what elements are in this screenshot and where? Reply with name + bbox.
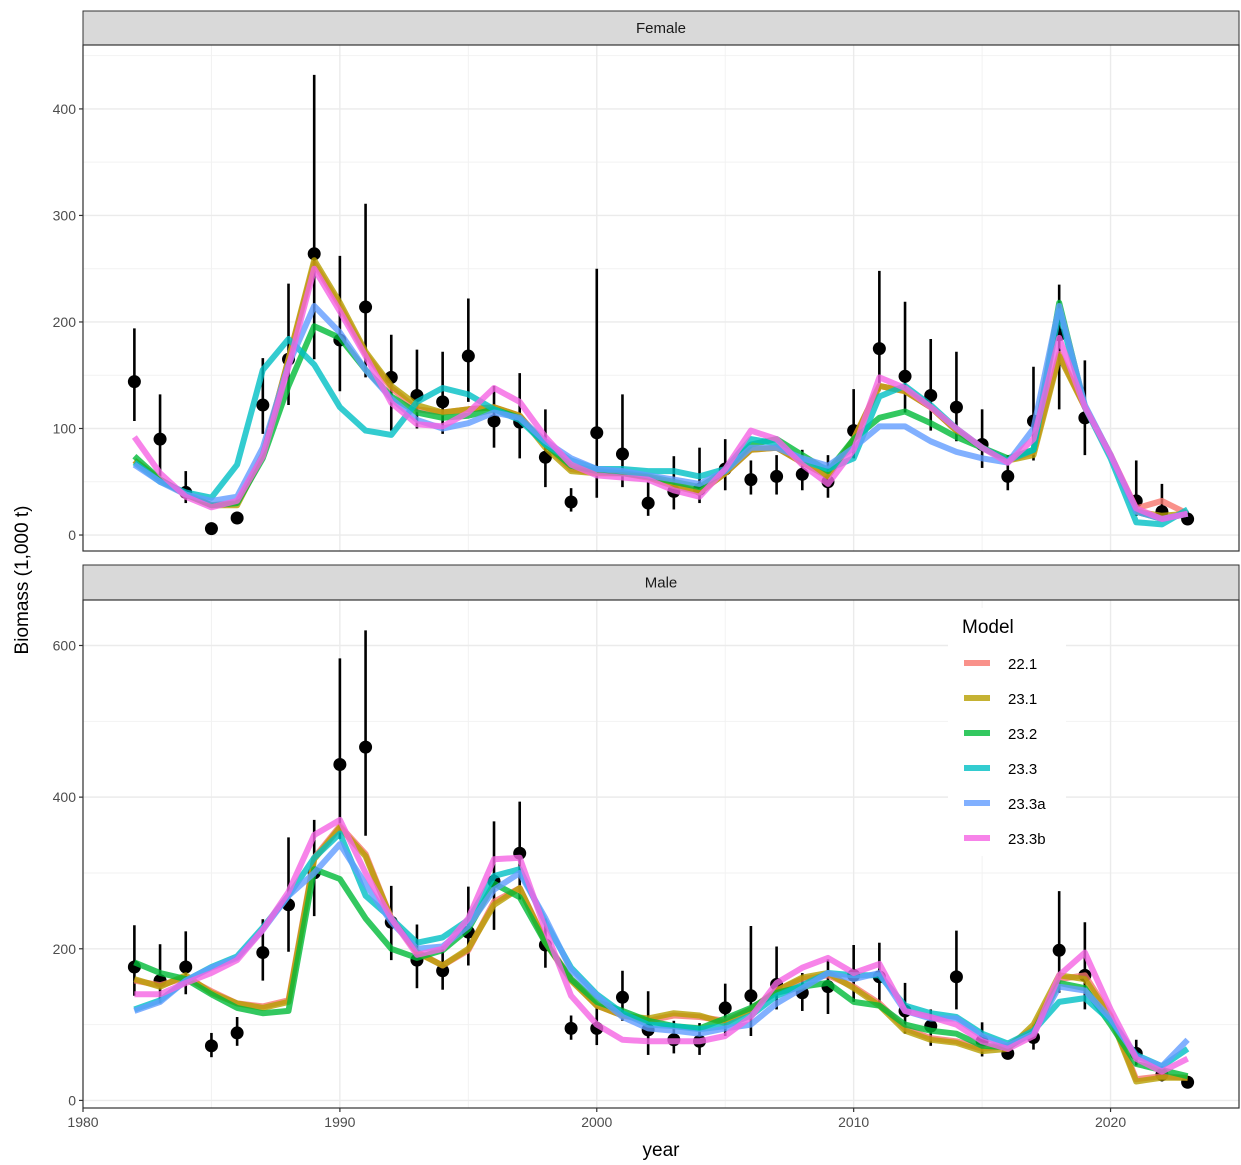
panel-strip — [82, 564, 1240, 601]
observed-point — [307, 247, 321, 261]
observed-point — [333, 758, 347, 772]
y-axis-title: Biomass (1,000 t) — [12, 506, 33, 655]
strip-label: Male — [645, 575, 678, 592]
observed-point — [230, 1026, 244, 1040]
y-tick-label: 300 — [53, 207, 77, 223]
observed-point — [461, 349, 475, 363]
legend-label: 23.2 — [1008, 726, 1037, 743]
legend-label: 22.1 — [1008, 656, 1037, 673]
panel-layer: Female 0 100 200 300 400 Male 0 200 400 600 1980 199… — [53, 10, 1240, 1130]
legend-item: 23.2 — [962, 718, 1037, 748]
x-tick-label: 2000 — [581, 1114, 612, 1130]
observed-point — [872, 342, 886, 356]
legend-label: 23.3a — [1008, 796, 1046, 813]
series-line-23-3b — [131, 265, 1189, 522]
observed-point — [770, 469, 784, 483]
legend-title: Model — [962, 617, 1014, 638]
y-tick-label: 0 — [68, 527, 76, 543]
observed-point — [487, 414, 501, 428]
x-tick-label: 2020 — [1095, 1114, 1126, 1130]
y-tick-label: 200 — [53, 941, 77, 957]
x-tick-label: 2010 — [838, 1114, 869, 1130]
x-tick-label: 1990 — [324, 1114, 355, 1130]
panel-border — [82, 44, 1240, 552]
observed-point — [590, 426, 604, 440]
legend-label: 23.3 — [1008, 761, 1037, 778]
observed-point — [641, 496, 655, 510]
observed-point — [744, 473, 758, 487]
axes-layer: year Biomass (1,000 t) — [12, 506, 680, 1161]
observed-point — [898, 369, 912, 383]
model-series — [131, 257, 1190, 528]
panel-female: Female 0 100 200 300 400 — [53, 10, 1240, 552]
observed-point — [127, 375, 141, 389]
observed-point — [949, 400, 963, 414]
y-axis: 0 200 400 600 — [53, 637, 83, 1108]
observed-point — [256, 946, 270, 960]
y-tick-label: 400 — [53, 101, 77, 117]
y-tick-label: 400 — [53, 789, 77, 805]
observed-point — [615, 447, 629, 461]
observed-point — [256, 398, 270, 412]
observed-point — [436, 964, 450, 978]
y-tick-label: 600 — [53, 637, 77, 653]
y-tick-label: 200 — [53, 314, 77, 330]
observed-point — [564, 495, 578, 509]
y-axis: 0 100 200 300 400 — [53, 101, 83, 543]
legend-label: 23.3b — [1008, 831, 1046, 848]
legend: Model 22.1 23.1 23.2 23.3 23.3a 23.3b — [948, 608, 1066, 856]
observed-point — [564, 1021, 578, 1035]
legend-item: 23.1 — [962, 683, 1037, 713]
x-axis: 1980 1990 2000 2010 2020 — [67, 1108, 1126, 1130]
observed-point — [795, 467, 809, 481]
x-tick-label: 1980 — [67, 1114, 98, 1130]
observed-point — [718, 1001, 732, 1015]
panel-strip — [82, 10, 1240, 46]
observed-point — [204, 1039, 218, 1053]
observed-point — [359, 740, 373, 754]
observed-point — [436, 395, 450, 409]
observed-point — [924, 388, 938, 402]
observed-point — [359, 300, 373, 314]
model-series — [133, 816, 1190, 1085]
observed-point — [615, 990, 629, 1004]
x-axis-title: year — [643, 1140, 681, 1161]
y-tick-label: 0 — [68, 1092, 76, 1108]
legend-item: 23.3a — [962, 788, 1046, 818]
strip-label: Female — [636, 20, 686, 37]
observed-point — [204, 522, 218, 536]
plot-background — [83, 45, 1239, 551]
y-tick-label: 100 — [53, 420, 77, 436]
observed-point — [179, 960, 193, 974]
observed-point — [230, 511, 244, 525]
observed-point — [744, 989, 758, 1003]
observed-point — [1052, 943, 1066, 957]
series-line-23-3b — [134, 816, 1189, 1075]
observed-point — [153, 432, 167, 446]
legend-item: 23.3b — [962, 823, 1046, 853]
legend-label: 23.1 — [1008, 691, 1037, 708]
observed-point — [1001, 469, 1015, 483]
observed-point — [949, 970, 963, 984]
legend-item: 23.3 — [962, 753, 1037, 783]
panel-border — [82, 599, 1240, 1109]
legend-item: 22.1 — [962, 648, 1037, 678]
